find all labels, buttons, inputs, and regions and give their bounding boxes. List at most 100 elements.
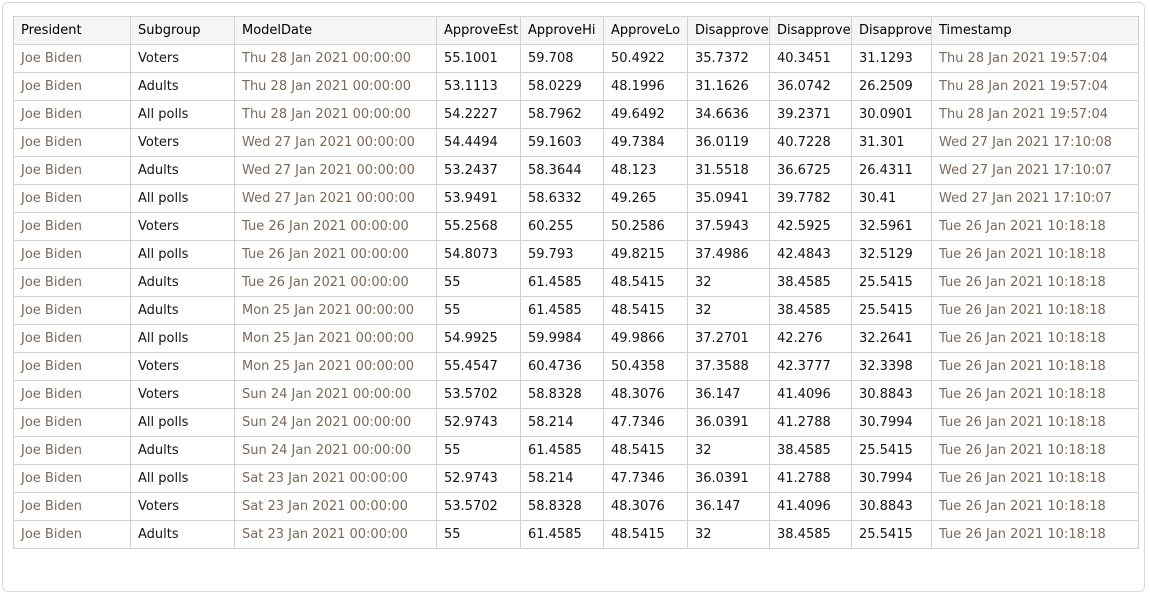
cell-disapprove[interactable]: 32.5129 xyxy=(851,240,932,269)
cell-disapprove[interactable]: 31.301 xyxy=(851,128,932,157)
cell-approvelo[interactable]: 49.265 xyxy=(603,184,688,213)
cell-disapprove[interactable]: 37.3588 xyxy=(687,352,770,381)
cell-disapprove[interactable]: 38.4585 xyxy=(769,296,852,325)
cell-disapprove[interactable]: 42.5925 xyxy=(769,212,852,241)
cell-president[interactable]: Joe Biden xyxy=(13,324,131,353)
cell-disapprove[interactable]: 39.7782 xyxy=(769,184,852,213)
cell-disapprove[interactable]: 36.6725 xyxy=(769,156,852,185)
cell-modeldate[interactable]: Sat 23 Jan 2021 00:00:00 xyxy=(234,464,437,493)
cell-approvehi[interactable]: 58.0229 xyxy=(520,72,604,101)
cell-approvelo[interactable]: 49.9866 xyxy=(603,324,688,353)
cell-disapprove[interactable]: 36.0742 xyxy=(769,72,852,101)
cell-approvehi[interactable]: 58.3644 xyxy=(520,156,604,185)
cell-disapprove[interactable]: 30.0901 xyxy=(851,100,932,129)
cell-modeldate[interactable]: Sat 23 Jan 2021 00:00:00 xyxy=(234,492,437,521)
cell-disapprove[interactable]: 32.5961 xyxy=(851,212,932,241)
cell-approvehi[interactable]: 61.4585 xyxy=(520,520,604,549)
cell-president[interactable]: Joe Biden xyxy=(13,408,131,437)
cell-subgroup[interactable]: Voters xyxy=(130,380,235,409)
cell-disapprove[interactable]: 32 xyxy=(687,268,770,297)
cell-modeldate[interactable]: Mon 25 Jan 2021 00:00:00 xyxy=(234,324,437,353)
cell-approvelo[interactable]: 49.8215 xyxy=(603,240,688,269)
cell-subgroup[interactable]: Adults xyxy=(130,156,235,185)
cell-disapprove[interactable]: 32 xyxy=(687,520,770,549)
cell-timestamp[interactable]: Tue 26 Jan 2021 10:18:18 xyxy=(931,324,1139,353)
cell-approvelo[interactable]: 47.7346 xyxy=(603,464,688,493)
cell-disapprove[interactable]: 32 xyxy=(687,436,770,465)
cell-disapprove[interactable]: 30.41 xyxy=(851,184,932,213)
cell-approveest[interactable]: 52.9743 xyxy=(436,464,521,493)
cell-approveest[interactable]: 52.9743 xyxy=(436,408,521,437)
cell-approvehi[interactable]: 58.8328 xyxy=(520,380,604,409)
cell-approveest[interactable]: 55.2568 xyxy=(436,212,521,241)
cell-approveest[interactable]: 53.1113 xyxy=(436,72,521,101)
cell-subgroup[interactable]: Adults xyxy=(130,268,235,297)
cell-subgroup[interactable]: All polls xyxy=(130,100,235,129)
cell-president[interactable]: Joe Biden xyxy=(13,464,131,493)
cell-disapprove[interactable]: 36.0391 xyxy=(687,408,770,437)
cell-approveest[interactable]: 54.9925 xyxy=(436,324,521,353)
cell-approveest[interactable]: 53.5702 xyxy=(436,492,521,521)
cell-disapprove[interactable]: 37.4986 xyxy=(687,240,770,269)
cell-subgroup[interactable]: All polls xyxy=(130,184,235,213)
cell-approveest[interactable]: 54.8073 xyxy=(436,240,521,269)
cell-subgroup[interactable]: Voters xyxy=(130,492,235,521)
cell-approvehi[interactable]: 58.6332 xyxy=(520,184,604,213)
cell-president[interactable]: Joe Biden xyxy=(13,380,131,409)
cell-disapprove[interactable]: 41.4096 xyxy=(769,492,852,521)
cell-disapprove[interactable]: 37.2701 xyxy=(687,324,770,353)
cell-president[interactable]: Joe Biden xyxy=(13,44,131,73)
cell-approvelo[interactable]: 48.123 xyxy=(603,156,688,185)
cell-subgroup[interactable]: All polls xyxy=(130,324,235,353)
cell-disapprove[interactable]: 32 xyxy=(687,296,770,325)
cell-approvelo[interactable]: 48.5415 xyxy=(603,436,688,465)
cell-disapprove[interactable]: 36.0119 xyxy=(687,128,770,157)
cell-timestamp[interactable]: Tue 26 Jan 2021 10:18:18 xyxy=(931,520,1139,549)
cell-disapprove[interactable]: 26.2509 xyxy=(851,72,932,101)
cell-approvelo[interactable]: 47.7346 xyxy=(603,408,688,437)
cell-disapprove[interactable]: 41.2788 xyxy=(769,464,852,493)
cell-disapprove[interactable]: 26.4311 xyxy=(851,156,932,185)
cell-timestamp[interactable]: Tue 26 Jan 2021 10:18:18 xyxy=(931,464,1139,493)
cell-approvelo[interactable]: 49.7384 xyxy=(603,128,688,157)
cell-disapprove[interactable]: 36.147 xyxy=(687,380,770,409)
cell-subgroup[interactable]: Voters xyxy=(130,352,235,381)
cell-disapprove[interactable]: 36.0391 xyxy=(687,464,770,493)
cell-disapprove[interactable]: 25.5415 xyxy=(851,296,932,325)
cell-modeldate[interactable]: Sun 24 Jan 2021 00:00:00 xyxy=(234,436,437,465)
cell-disapprove[interactable]: 42.276 xyxy=(769,324,852,353)
cell-disapprove[interactable]: 40.3451 xyxy=(769,44,852,73)
cell-approvehi[interactable]: 58.8328 xyxy=(520,492,604,521)
cell-approvehi[interactable]: 59.1603 xyxy=(520,128,604,157)
cell-approvelo[interactable]: 48.3076 xyxy=(603,492,688,521)
cell-timestamp[interactable]: Thu 28 Jan 2021 19:57:04 xyxy=(931,72,1139,101)
cell-timestamp[interactable]: Tue 26 Jan 2021 10:18:18 xyxy=(931,492,1139,521)
cell-timestamp[interactable]: Tue 26 Jan 2021 10:18:18 xyxy=(931,380,1139,409)
cell-timestamp[interactable]: Thu 28 Jan 2021 19:57:04 xyxy=(931,44,1139,73)
cell-timestamp[interactable]: Wed 27 Jan 2021 17:10:08 xyxy=(931,128,1139,157)
cell-disapprove[interactable]: 31.1626 xyxy=(687,72,770,101)
cell-approveest[interactable]: 54.2227 xyxy=(436,100,521,129)
cell-modeldate[interactable]: Wed 27 Jan 2021 00:00:00 xyxy=(234,184,437,213)
cell-approveest[interactable]: 55 xyxy=(436,296,521,325)
cell-disapprove[interactable]: 31.1293 xyxy=(851,44,932,73)
cell-approvelo[interactable]: 50.4358 xyxy=(603,352,688,381)
cell-modeldate[interactable]: Wed 27 Jan 2021 00:00:00 xyxy=(234,128,437,157)
cell-approvehi[interactable]: 58.214 xyxy=(520,408,604,437)
cell-disapprove[interactable]: 35.7372 xyxy=(687,44,770,73)
cell-president[interactable]: Joe Biden xyxy=(13,268,131,297)
cell-disapprove[interactable]: 25.5415 xyxy=(851,268,932,297)
cell-timestamp[interactable]: Tue 26 Jan 2021 10:18:18 xyxy=(931,436,1139,465)
cell-modeldate[interactable]: Thu 28 Jan 2021 00:00:00 xyxy=(234,100,437,129)
cell-disapprove[interactable]: 38.4585 xyxy=(769,268,852,297)
cell-president[interactable]: Joe Biden xyxy=(13,240,131,269)
cell-approveest[interactable]: 54.4494 xyxy=(436,128,521,157)
cell-president[interactable]: Joe Biden xyxy=(13,100,131,129)
cell-modeldate[interactable]: Sat 23 Jan 2021 00:00:00 xyxy=(234,520,437,549)
cell-modeldate[interactable]: Mon 25 Jan 2021 00:00:00 xyxy=(234,352,437,381)
cell-president[interactable]: Joe Biden xyxy=(13,436,131,465)
cell-subgroup[interactable]: Adults xyxy=(130,296,235,325)
cell-disapprove[interactable]: 35.0941 xyxy=(687,184,770,213)
cell-approvehi[interactable]: 60.4736 xyxy=(520,352,604,381)
cell-approvehi[interactable]: 59.793 xyxy=(520,240,604,269)
